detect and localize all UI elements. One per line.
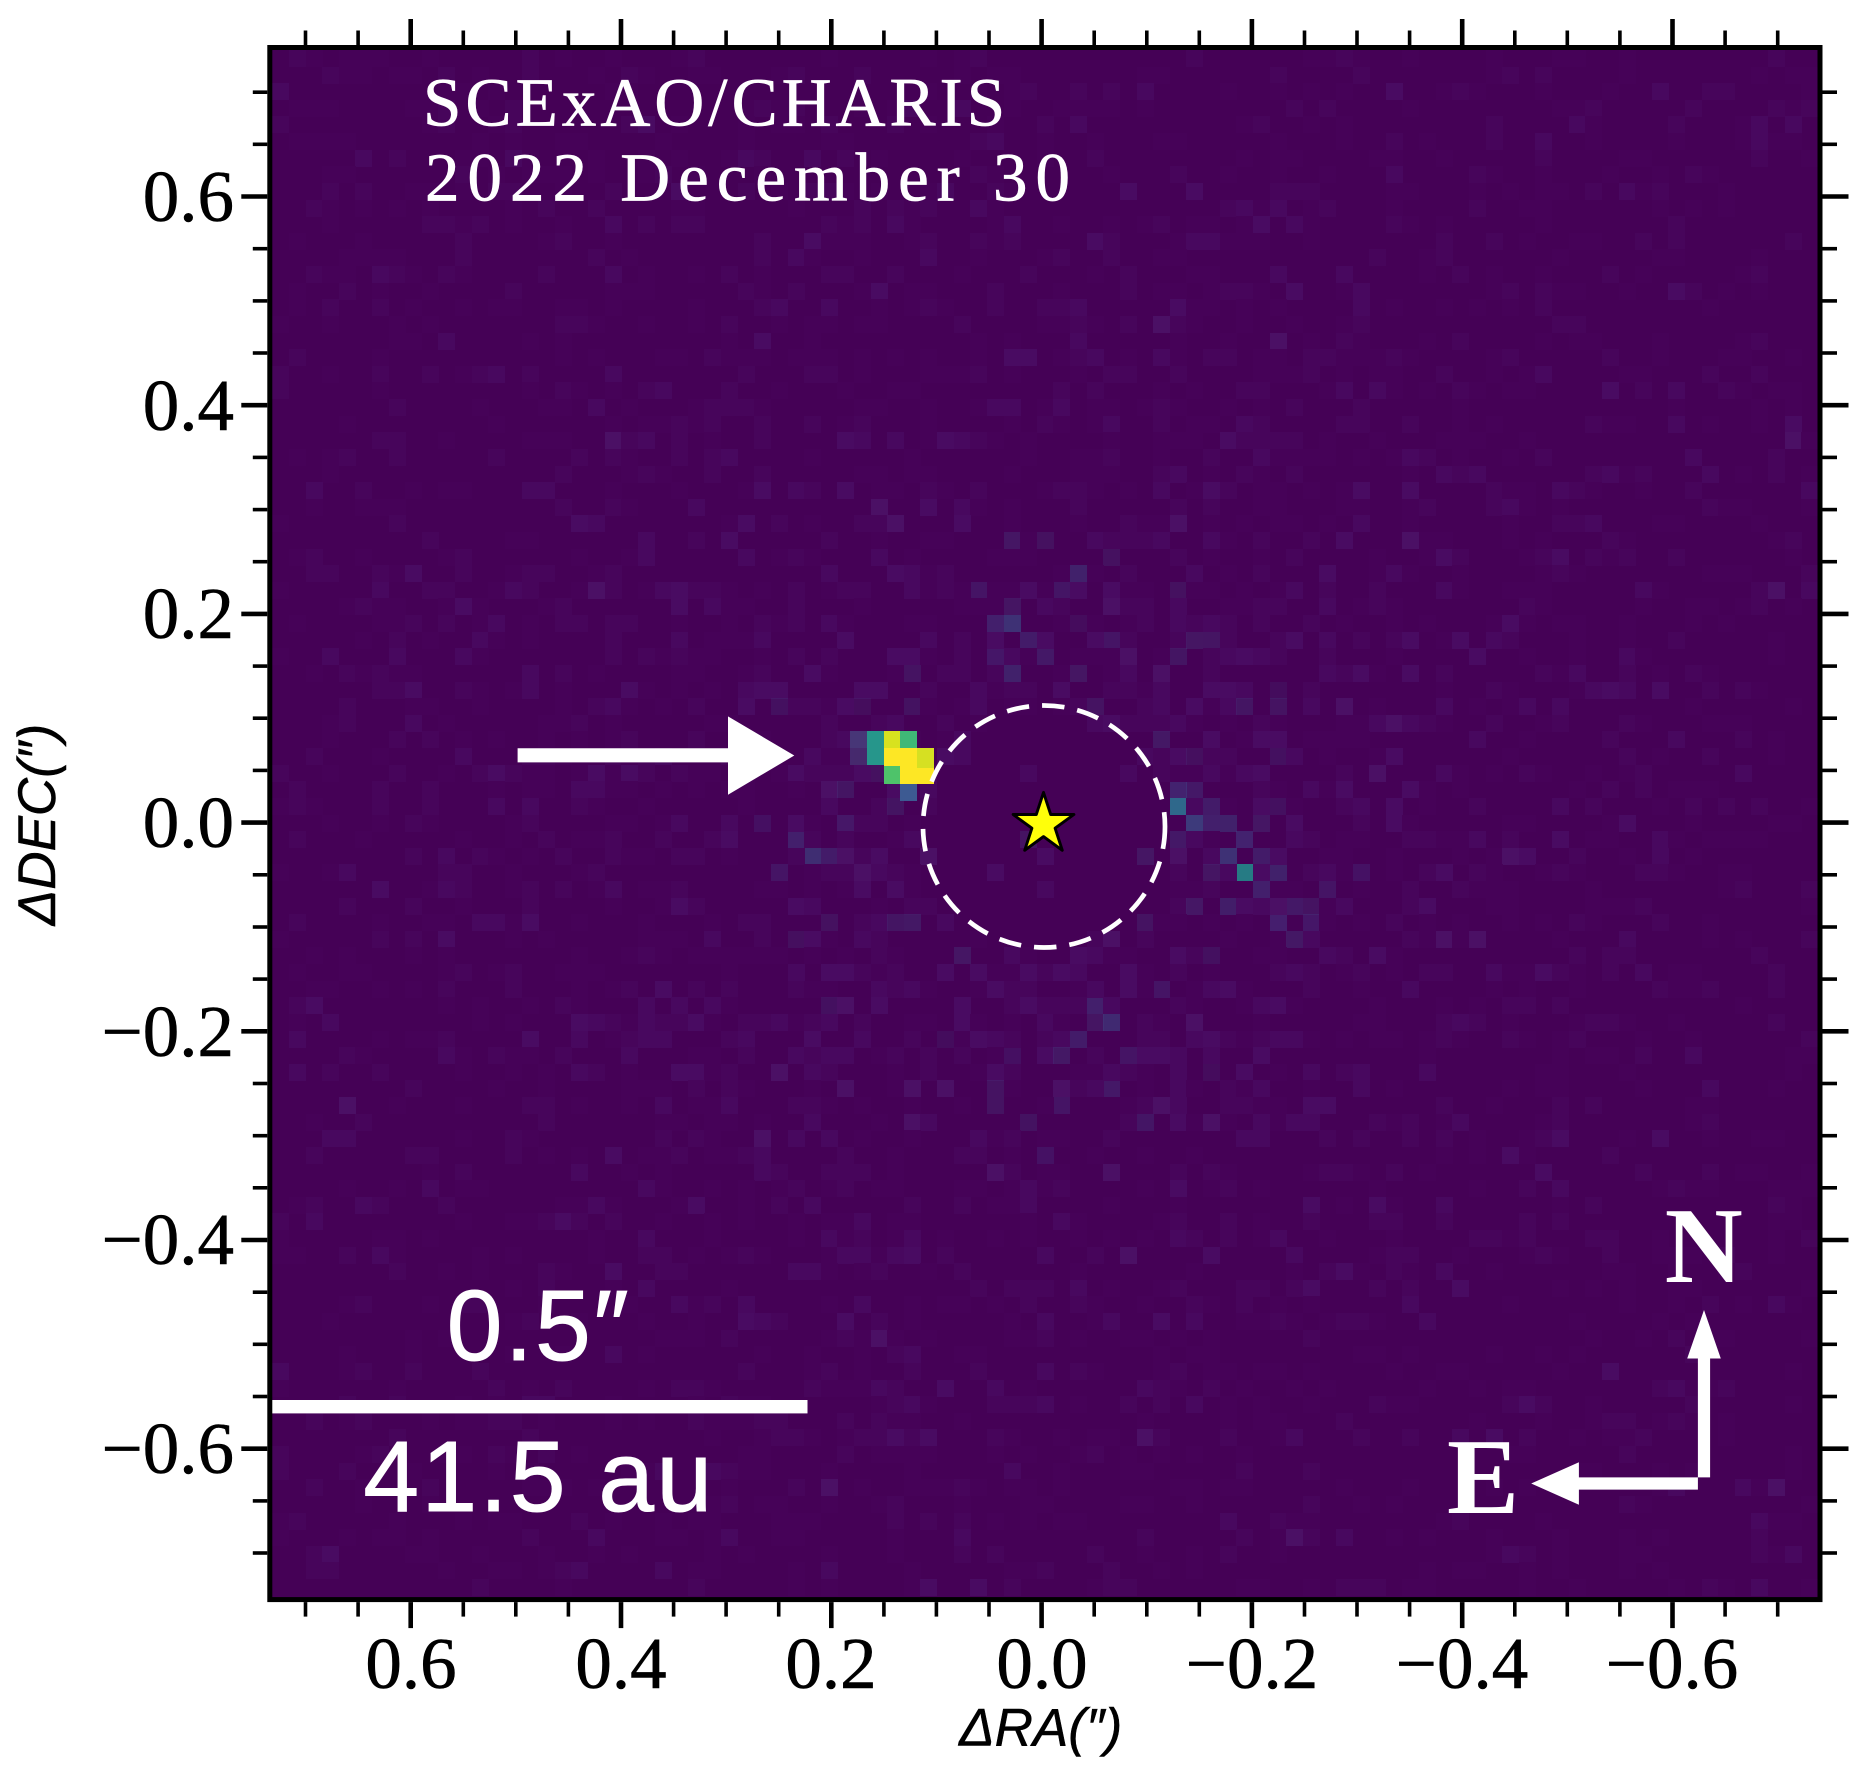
- svg-text:−0.2: −0.2: [1186, 1623, 1318, 1704]
- svg-text:−0.6: −0.6: [102, 1408, 234, 1489]
- svg-text:0.2: 0.2: [785, 1623, 876, 1704]
- svg-text:−0.4: −0.4: [1396, 1623, 1528, 1704]
- svg-text:0.4: 0.4: [575, 1623, 666, 1704]
- svg-text:0.6: 0.6: [365, 1623, 456, 1704]
- svg-text:0.5″: 0.5″: [447, 1270, 631, 1382]
- svg-text:0.2: 0.2: [143, 573, 234, 654]
- svg-text:0.0: 0.0: [143, 782, 234, 863]
- svg-text:ΔDEC(″): ΔDEC(″): [8, 724, 67, 928]
- svg-text:41.5 au: 41.5 au: [363, 1421, 714, 1533]
- svg-text:E: E: [1447, 1418, 1519, 1537]
- svg-text:−0.2: −0.2: [102, 991, 234, 1072]
- svg-text:0.0: 0.0: [996, 1623, 1087, 1704]
- svg-text:−0.6: −0.6: [1606, 1623, 1738, 1704]
- svg-text:0.4: 0.4: [143, 365, 234, 446]
- svg-text:2022 December 30: 2022 December 30: [425, 140, 1078, 216]
- svg-text:−0.4: −0.4: [102, 1199, 234, 1280]
- svg-text:SCExAO/CHARIS: SCExAO/CHARIS: [423, 65, 1009, 141]
- svg-text:N: N: [1665, 1187, 1743, 1306]
- svg-text:ΔRA(″): ΔRA(″): [957, 1699, 1122, 1758]
- svg-text:0.6: 0.6: [143, 156, 234, 237]
